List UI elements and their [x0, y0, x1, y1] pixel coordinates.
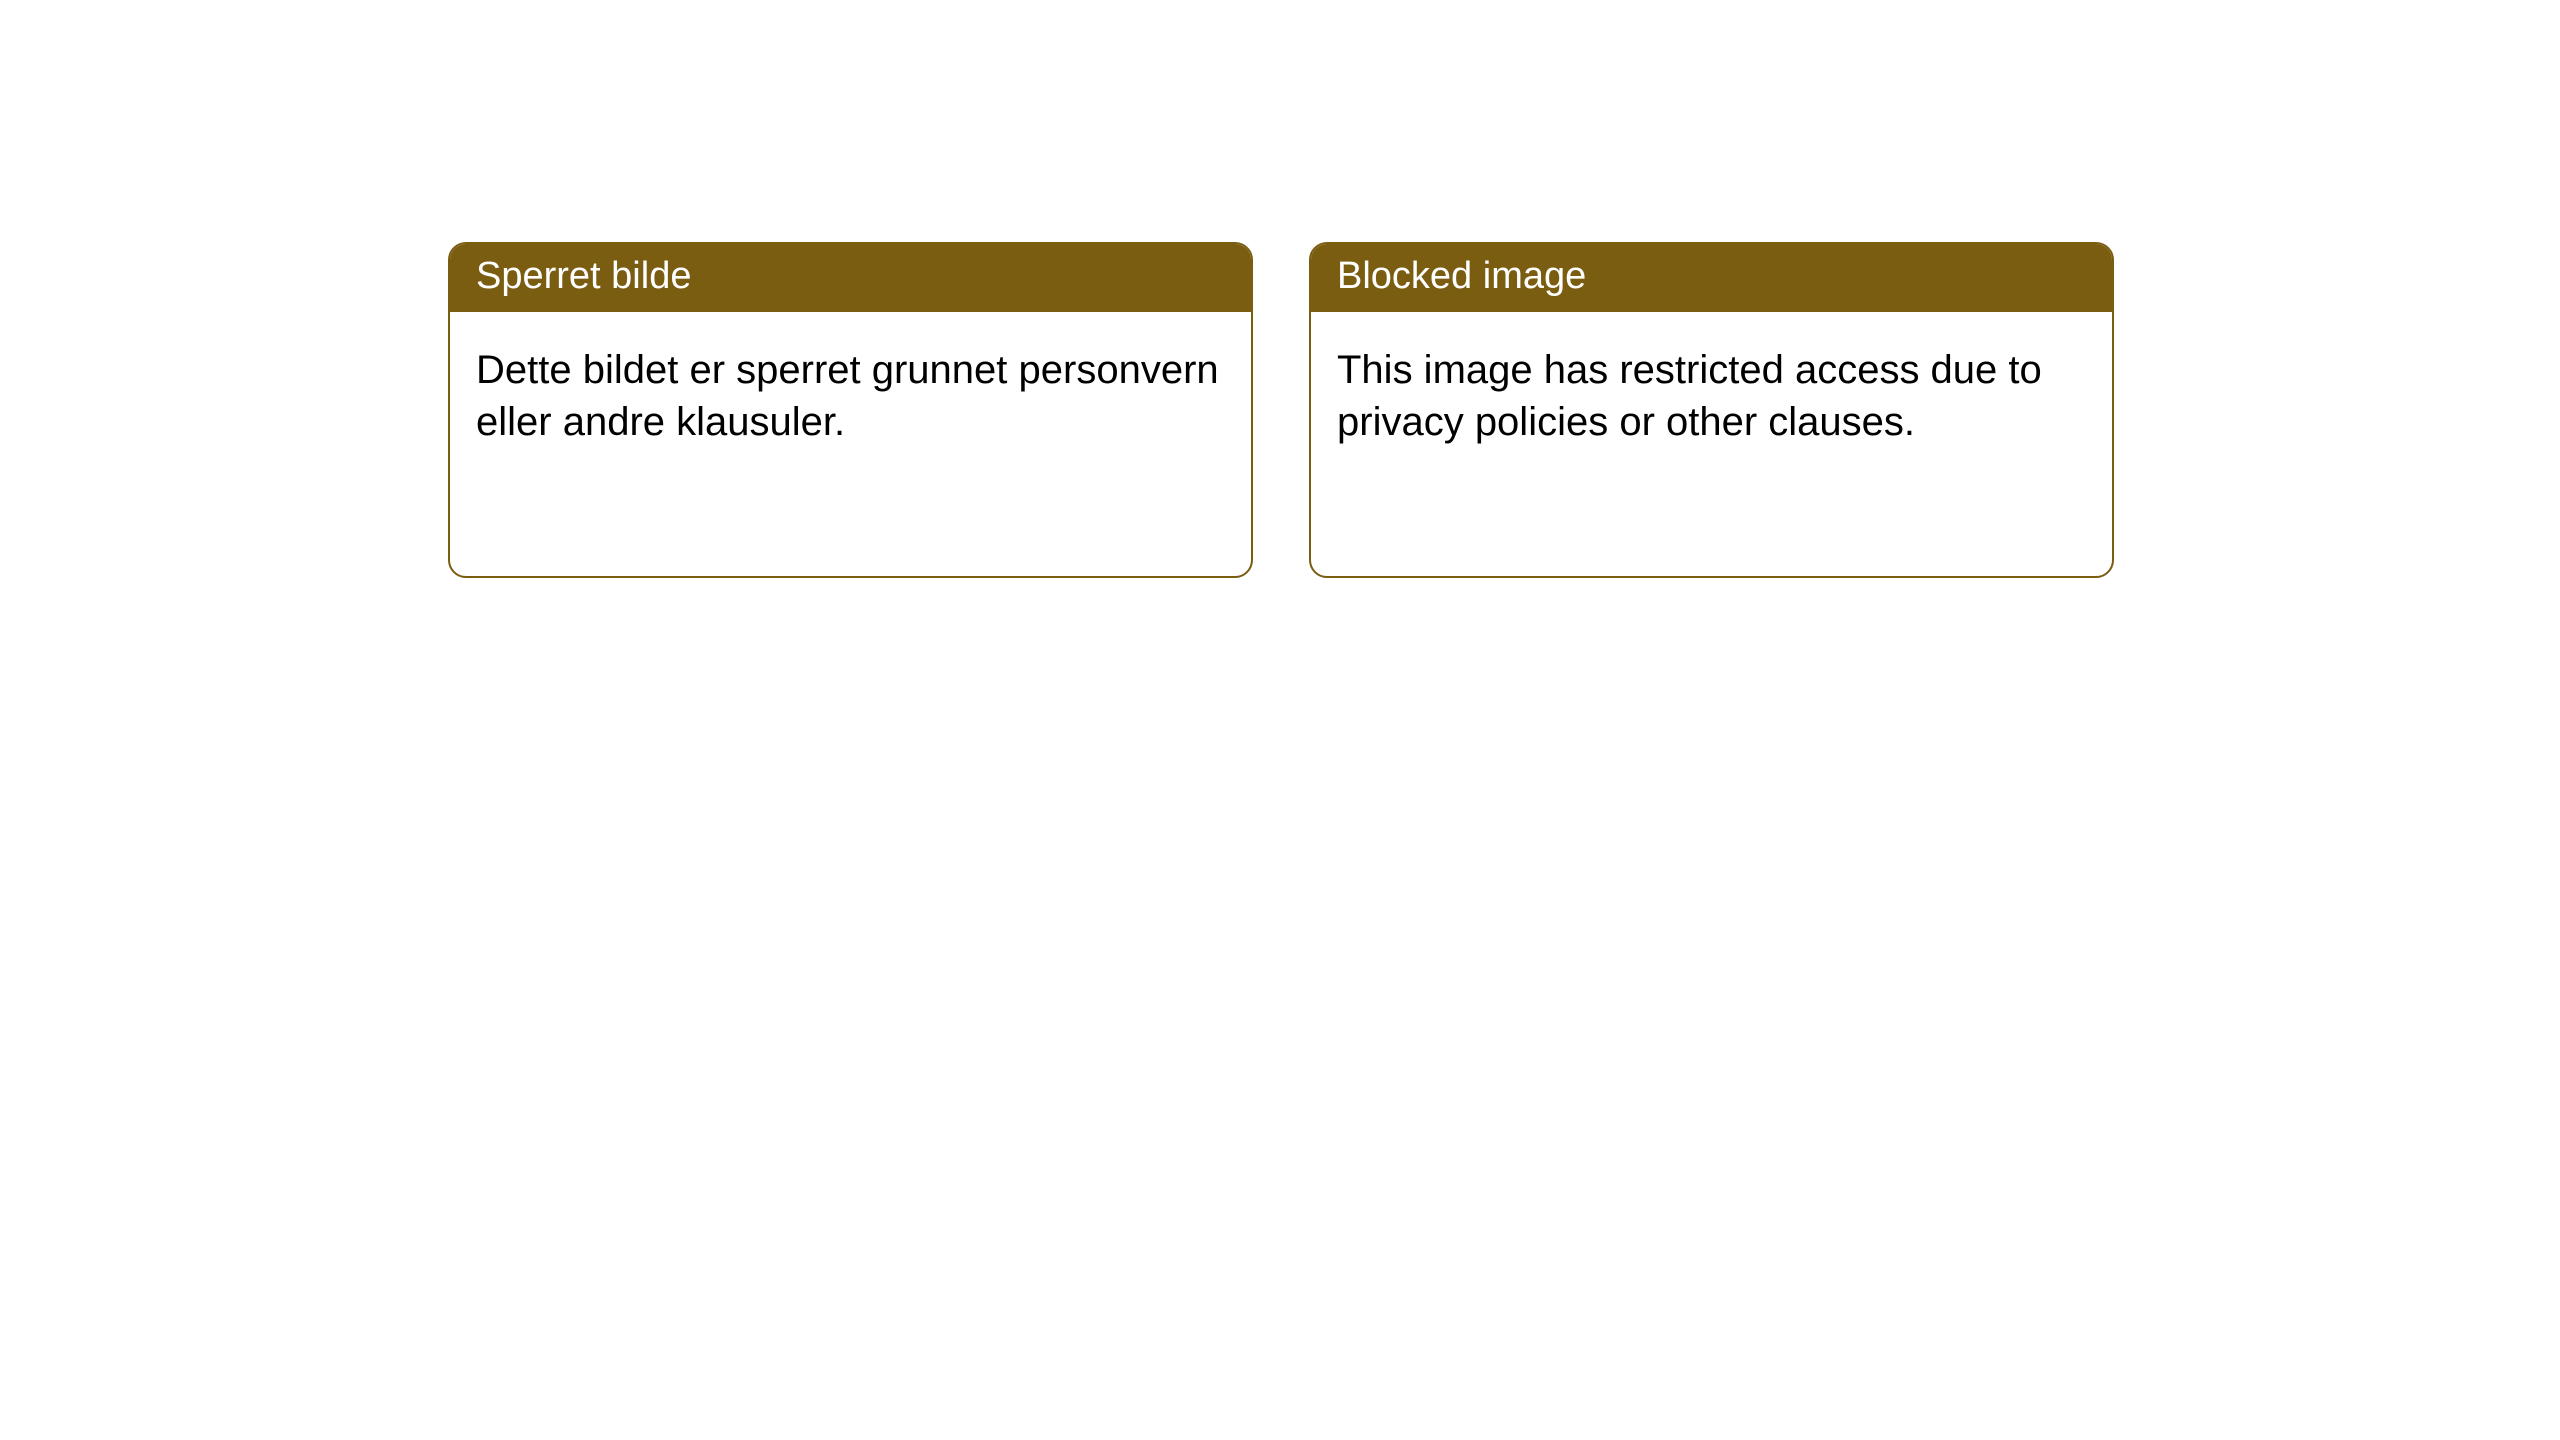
card-title: Sperret bilde — [476, 255, 691, 297]
card-body-text: This image has restricted access due to … — [1337, 348, 2042, 444]
notice-container: Sperret bilde Dette bildet er sperret gr… — [448, 242, 2114, 578]
card-header: Sperret bilde — [450, 244, 1251, 312]
card-title: Blocked image — [1337, 255, 1586, 297]
notice-card-norwegian: Sperret bilde Dette bildet er sperret gr… — [448, 242, 1253, 578]
notice-card-english: Blocked image This image has restricted … — [1309, 242, 2114, 578]
card-header: Blocked image — [1311, 244, 2112, 312]
card-body-text: Dette bildet er sperret grunnet personve… — [476, 348, 1219, 444]
card-body: Dette bildet er sperret grunnet personve… — [450, 312, 1251, 480]
card-body: This image has restricted access due to … — [1311, 312, 2112, 480]
